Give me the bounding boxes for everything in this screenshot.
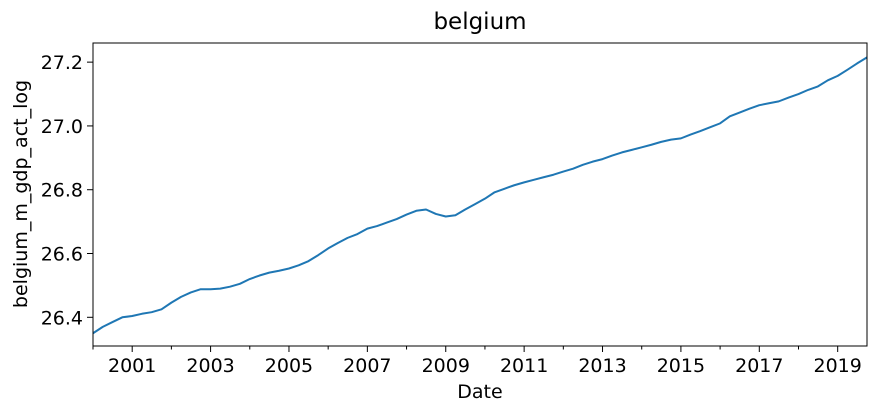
x-tick-label: 2011 xyxy=(500,355,548,377)
y-axis: 26.4 26.6 26.8 27.0 27.2 xyxy=(41,52,93,329)
x-tick-label: 2005 xyxy=(265,355,313,377)
x-tick-label: 2003 xyxy=(186,355,234,377)
x-tick-label: 2013 xyxy=(578,355,626,377)
x-tick-label: 2017 xyxy=(735,355,783,377)
x-tick-label: 2009 xyxy=(422,355,470,377)
x-tick-label: 2001 xyxy=(108,355,156,377)
x-tick-label: 2015 xyxy=(657,355,705,377)
plot-area xyxy=(92,56,868,335)
x-tick-label: 2019 xyxy=(814,355,862,377)
y-tick-label: 27.2 xyxy=(41,52,83,74)
y-axis-title: belgium_m_gdp_act_log xyxy=(10,80,32,308)
y-tick-label: 27.0 xyxy=(41,116,83,138)
x-axis: 2001 2003 2005 2007 2009 2011 2013 2015 2017 2019 xyxy=(92,346,862,377)
y-tick-label: 26.4 xyxy=(41,307,83,329)
axes-frame xyxy=(92,42,868,347)
x-axis-title: Date xyxy=(457,381,502,403)
chart-title: belgium xyxy=(433,9,526,35)
y-tick-label: 26.6 xyxy=(41,244,83,266)
x-tick-label: 2007 xyxy=(343,355,391,377)
y-tick-label: 26.8 xyxy=(41,180,83,202)
series-line xyxy=(92,56,868,335)
